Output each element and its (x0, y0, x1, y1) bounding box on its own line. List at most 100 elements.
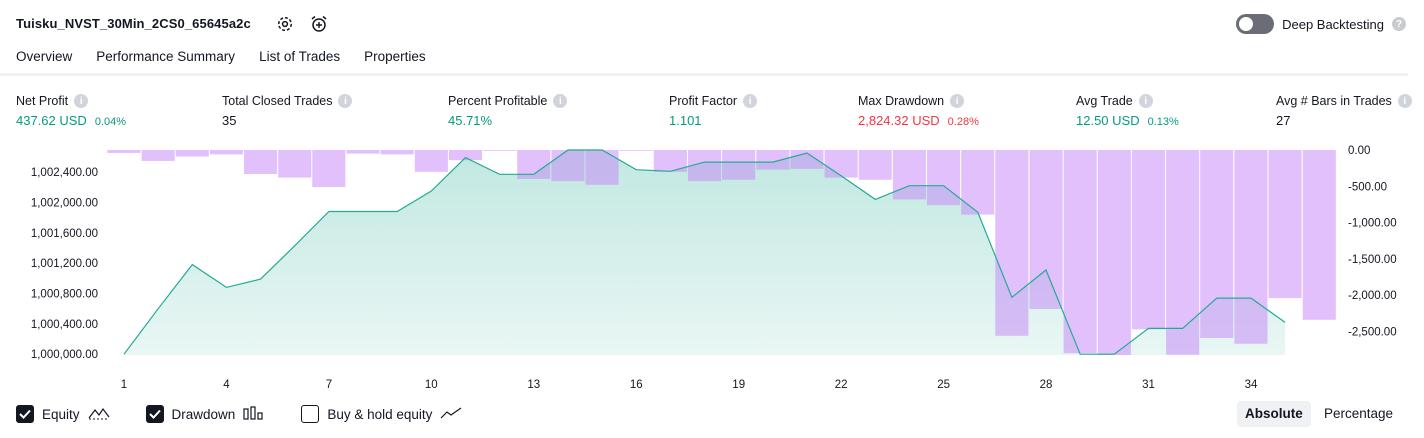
metric-percent: 0.04% (94, 116, 127, 128)
drawdown-bar (619, 150, 653, 151)
drawdown-bar (244, 150, 278, 174)
drawdown-bar (1268, 150, 1302, 299)
metric-label: Net Profit (16, 94, 69, 108)
info-icon[interactable]: i (1138, 94, 1153, 108)
metric-label: Profit Factor (669, 94, 738, 108)
deep-backtesting-toggle[interactable] (1236, 14, 1275, 34)
question-icon[interactable]: ? (1392, 17, 1406, 31)
legend-drawdown[interactable]: Drawdown (145, 405, 266, 423)
absolute-mode-button[interactable]: Absolute (1237, 401, 1311, 427)
x-axis-tick: 31 (1142, 379, 1155, 391)
tab-divider (0, 73, 1408, 76)
buy-hold-checkbox[interactable] (301, 405, 320, 423)
left-axis-tick: 1,000,800.00 (31, 289, 98, 301)
percentage-mode-button[interactable]: Percentage (1324, 406, 1394, 421)
alarm-plus-icon[interactable] (308, 13, 330, 35)
left-axis-tick: 1,000,400.00 (31, 319, 98, 331)
x-axis-tick: 22 (835, 379, 848, 391)
left-axis-tick: 1,000,000.00 (31, 349, 98, 361)
x-axis-tick: 1 (121, 379, 127, 391)
metric-percent: 0.28% (947, 116, 979, 128)
x-axis-tick: 4 (223, 379, 230, 391)
drawdown-bar (1234, 150, 1268, 344)
tab-performance-summary[interactable]: Performance Summary (96, 49, 236, 64)
drawdown-bar (312, 150, 346, 187)
legend-equity-label: Equity (42, 406, 80, 422)
metric-label: Total Closed Trades (222, 94, 333, 108)
left-axis-tick: 1,002,000.00 (31, 197, 98, 209)
tab-list-of-trades[interactable]: List of Trades (259, 49, 341, 64)
right-axis-tick: -2,500.00 (1348, 327, 1397, 339)
drawdown-bar (175, 150, 209, 157)
drawdown-bar (278, 150, 312, 178)
tab-overview[interactable]: Overview (16, 46, 73, 76)
info-icon[interactable]: i (743, 94, 758, 108)
drawdown-bar (1097, 150, 1131, 355)
metric-max-drawdown: Max Drawdown i 2,824.32 USD 0.28% (858, 93, 979, 128)
right-axis-tick: -1,000.00 (1348, 218, 1397, 230)
info-icon[interactable]: i (553, 94, 568, 108)
metric-value: 45.71% (448, 113, 493, 128)
drawdown-bar (380, 150, 414, 155)
drawdown-bar (448, 150, 482, 161)
x-axis-tick: 34 (1245, 379, 1258, 391)
metric-label: Avg Trade (1076, 94, 1133, 108)
x-axis-tick: 25 (937, 379, 950, 391)
x-axis-tick: 19 (732, 379, 745, 391)
metric-total-closed-trades: Total Closed Trades i 35 (222, 93, 353, 128)
deep-backtesting-control: Deep Backtesting ? (1236, 13, 1406, 35)
x-axis-tick: 13 (527, 379, 540, 391)
chart-legend: Equity Drawdown Buy & hold equity (16, 402, 462, 426)
x-axis-tick: 16 (630, 379, 643, 391)
drawdown-bar (585, 150, 619, 185)
drawdown-checkbox[interactable] (145, 405, 164, 423)
legend-buy-hold[interactable]: Buy & hold equity (301, 405, 462, 423)
drawdown-bar (141, 150, 175, 161)
metric-value: 1.101 (669, 113, 702, 128)
drawdown-bar (961, 150, 995, 215)
tab-bar: Overview Performance Summary List of Tra… (16, 46, 426, 76)
info-icon[interactable]: i (338, 94, 353, 108)
drawdown-bar (995, 150, 1029, 336)
metric-value: 2,824.32 USD (858, 113, 940, 128)
right-axis-tick: -2,000.00 (1348, 290, 1397, 302)
metric-avg-bars-in-trades: Avg # Bars in Trades i 27 (1276, 93, 1412, 128)
drawdown-bar (414, 150, 448, 172)
metric-value: 12.50 USD (1076, 113, 1140, 128)
right-axis-tick: -500.00 (1348, 181, 1387, 193)
drawdown-bar (209, 150, 243, 155)
drawdown-bar (346, 150, 380, 154)
drawdown-bar (1029, 150, 1063, 309)
drawdown-bar (892, 150, 926, 200)
left-axis-tick: 1,001,200.00 (31, 258, 98, 270)
equity-checkbox[interactable] (16, 405, 34, 423)
metric-label: Max Drawdown (858, 94, 945, 108)
metric-value: 437.62 USD (16, 113, 87, 128)
legend-drawdown-label: Drawdown (171, 406, 236, 422)
legend-equity[interactable]: Equity (16, 405, 110, 423)
strategy-header: Tuisku_NVST_30Min_2CS0_65645a2c Deep Bac… (0, 0, 1424, 48)
metric-percent: 0.13% (1147, 116, 1179, 128)
drawdown-bar (1131, 150, 1165, 330)
drawdown-bars-icon (243, 405, 265, 423)
gear-icon[interactable] (274, 13, 296, 35)
left-axis-tick: 1,001,600.00 (31, 228, 98, 240)
drawdown-bar (1063, 150, 1097, 354)
drawdown-bar (1200, 150, 1234, 338)
right-axis-tick: 0.00 (1348, 145, 1370, 157)
metric-value: 27 (1276, 113, 1291, 128)
buy-hold-line-icon (440, 406, 462, 423)
drawdown-bar (653, 150, 687, 172)
drawdown-bar (722, 150, 756, 180)
legend-buy-hold-label: Buy & hold equity (327, 406, 433, 422)
info-icon[interactable]: i (1397, 94, 1412, 108)
drawdown-bar (551, 150, 585, 182)
info-icon[interactable]: i (74, 94, 89, 108)
drawdown-bar (756, 150, 790, 170)
x-axis-tick: 10 (425, 379, 438, 391)
tab-properties[interactable]: Properties (364, 49, 426, 64)
info-icon[interactable]: i (950, 94, 965, 108)
metric-avg-trade: Avg Trade i 12.50 USD 0.13% (1076, 93, 1179, 128)
equity-line-icon (88, 406, 110, 423)
strategy-title: Tuisku_NVST_30Min_2CS0_65645a2c (16, 16, 251, 31)
